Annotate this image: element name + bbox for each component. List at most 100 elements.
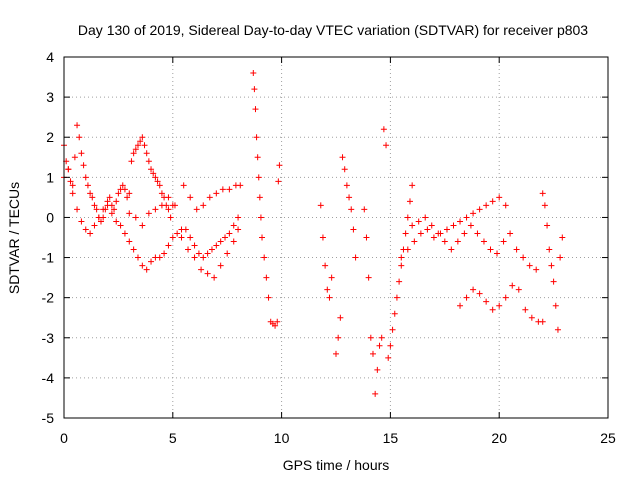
data-point [165, 206, 172, 213]
series-trace-e [250, 70, 283, 329]
data-point [93, 206, 100, 213]
data-point [470, 286, 477, 293]
data-point [152, 174, 159, 181]
data-point [158, 190, 165, 197]
data-point [224, 250, 231, 257]
y-tick-label: -3 [42, 330, 55, 346]
data-point [457, 302, 464, 309]
x-tick-label: 5 [169, 430, 177, 446]
data-point [152, 206, 159, 213]
series-trace-i [409, 214, 540, 273]
x-tick-label: 25 [600, 430, 616, 446]
data-point [132, 214, 139, 221]
data-point [404, 246, 411, 253]
data-point [206, 194, 213, 201]
data-point [139, 262, 146, 269]
data-point [67, 178, 74, 185]
data-point [415, 218, 422, 225]
data-point [259, 234, 266, 241]
data-point [161, 250, 168, 257]
data-point [265, 294, 272, 301]
data-point [335, 334, 342, 341]
data-point [424, 226, 431, 233]
data-point [496, 194, 503, 201]
data-point [554, 326, 561, 333]
data-point [121, 230, 128, 237]
y-tick-label: -1 [42, 250, 55, 266]
data-point [104, 202, 111, 209]
data-point [187, 234, 194, 241]
data-point [174, 230, 181, 237]
data-point [256, 194, 263, 201]
data-point [369, 350, 376, 357]
data-point [319, 234, 326, 241]
y-tick-label: 2 [46, 129, 54, 145]
data-point [213, 242, 220, 249]
data-point [272, 322, 279, 329]
data-point [213, 190, 220, 197]
data-point [500, 238, 507, 245]
data-point [191, 242, 198, 249]
data-point [548, 262, 555, 269]
data-point [263, 274, 270, 281]
data-point [480, 238, 487, 245]
data-point [409, 182, 416, 189]
data-point [489, 306, 496, 313]
x-tick-label: 10 [274, 430, 290, 446]
data-point [195, 250, 202, 257]
data-point [333, 350, 339, 357]
series-trace-j [457, 282, 546, 325]
data-point [108, 210, 115, 217]
data-point [526, 262, 533, 269]
data-point [257, 214, 264, 221]
data-point [398, 254, 405, 261]
data-point [150, 170, 157, 177]
x-tick-label: 20 [491, 430, 507, 446]
data-point [148, 258, 155, 265]
data-point [352, 254, 359, 261]
series-trace-h [398, 194, 509, 261]
data-point [385, 354, 392, 361]
data-point [515, 286, 522, 293]
data-point [422, 214, 429, 221]
data-point [82, 174, 89, 181]
data-point [409, 222, 416, 229]
data-point [494, 250, 501, 257]
data-point [171, 202, 178, 209]
data-point [463, 294, 470, 301]
data-point [217, 262, 224, 269]
data-point [483, 298, 490, 305]
data-point [457, 218, 464, 225]
plot-frame [63, 56, 609, 419]
data-point [461, 230, 468, 237]
data-point [69, 190, 76, 197]
x-tick-label: 0 [60, 430, 68, 446]
y-tick-label: 3 [46, 89, 54, 105]
grid-lines [64, 57, 608, 418]
data-point [350, 226, 357, 233]
data-point [380, 126, 387, 133]
data-point [165, 194, 172, 201]
data-point [559, 234, 566, 241]
axis-ticks [63, 56, 609, 419]
data-point [341, 166, 348, 173]
data-point [544, 222, 551, 229]
data-point [322, 262, 329, 269]
data-point [130, 246, 137, 253]
data-point [178, 234, 185, 241]
data-point [378, 334, 385, 341]
x-tick-label: 15 [383, 430, 399, 446]
data-point [198, 266, 205, 273]
data-point [134, 142, 141, 149]
series-trace-d [180, 182, 244, 213]
data-point [78, 218, 85, 225]
data-point [487, 246, 494, 253]
data-point [193, 206, 200, 213]
data-point [208, 246, 215, 253]
data-point [450, 222, 457, 229]
data-point [252, 106, 259, 113]
data-point [139, 134, 146, 141]
data-point [546, 246, 553, 253]
data-point [428, 222, 435, 229]
data-point [476, 206, 483, 213]
